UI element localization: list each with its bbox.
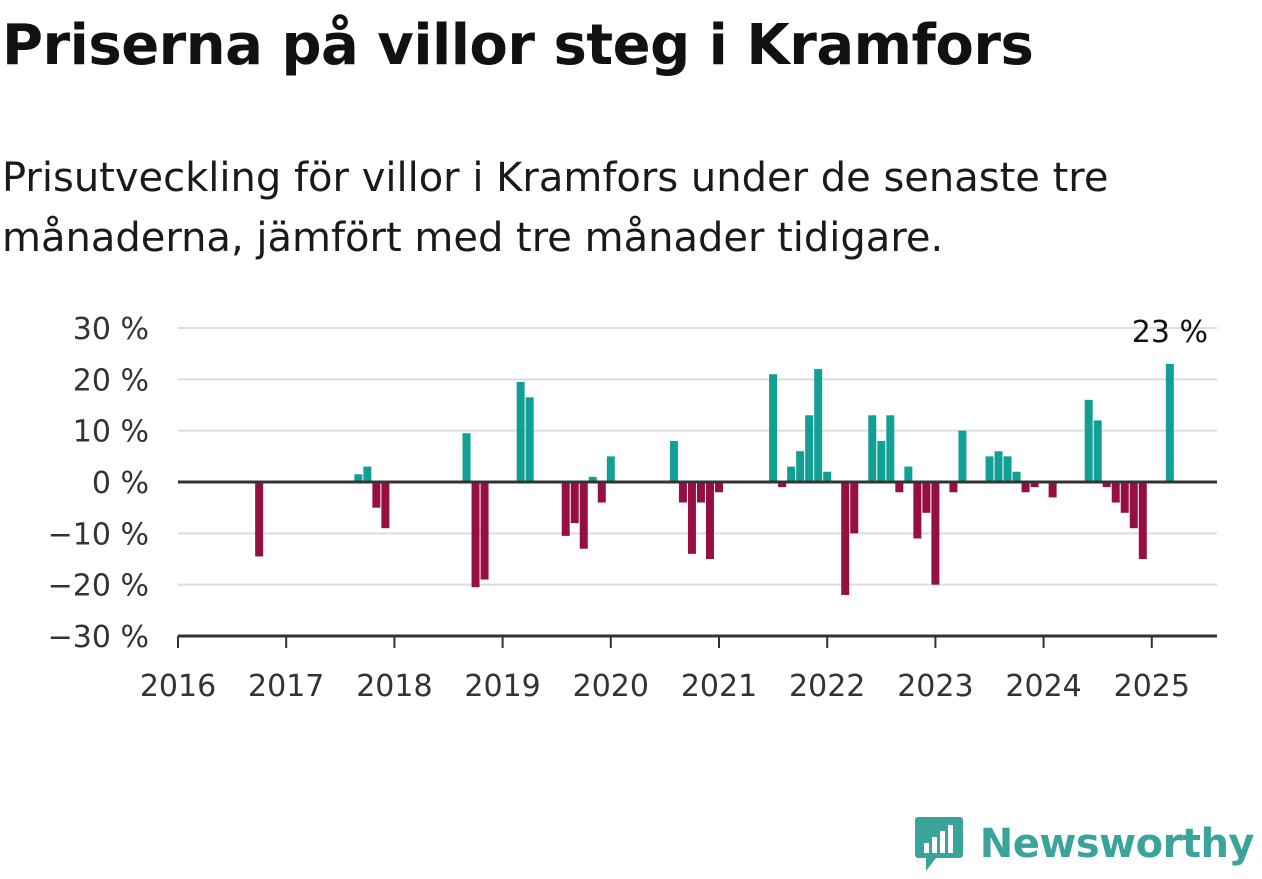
bar [994,451,1003,482]
bar [1111,482,1120,503]
bar [579,482,588,549]
bar [805,415,814,482]
bar [525,397,534,482]
bar [1084,399,1093,482]
y-tick-label: −20 % [48,569,149,604]
bar [606,456,615,482]
bar [669,440,678,482]
bar [462,433,471,482]
bar [958,430,967,482]
bar [868,415,877,482]
bar [570,482,579,524]
bar [696,482,705,503]
x-tick-label: 2019 [464,669,540,704]
bar [787,466,796,482]
chart-subtitle: Prisutveckling för villor i Kramfors und… [2,155,1109,261]
bar [678,482,687,503]
brand-name: Newsworthy [979,821,1255,867]
bar [597,482,606,503]
y-tick-label: −30 % [48,620,149,655]
brand-logo: Newsworthy [914,815,1255,873]
bars [255,363,1174,595]
value-annotation: 23 % [1132,315,1208,350]
bar [1138,482,1147,559]
bar [913,482,922,539]
bar [904,466,913,482]
bar [381,482,390,529]
axes [178,480,1217,638]
bar [850,482,859,534]
x-axis-ticks: 2016 2017 2018 2019 2020 2021 2022 2023 2024 2025 [140,636,1190,704]
y-tick-label: 30 % [73,312,149,347]
y-tick-label: 10 % [73,415,149,450]
bar [516,381,525,482]
bar [705,482,714,559]
bar [949,482,958,493]
bar [895,482,904,493]
bar [255,482,264,557]
bar [471,482,480,588]
y-tick-label: 20 % [73,363,149,398]
bar [823,471,832,482]
bar [1129,482,1138,529]
bar [588,476,597,482]
grid-lines [178,327,1217,586]
x-tick-label: 2016 [140,669,216,704]
bar [796,451,805,482]
bar [877,440,886,482]
chart-title: Priserna på villor steg i Kramfors [2,13,1034,78]
bar [841,482,850,595]
bar [769,374,778,482]
x-tick-label: 2021 [681,669,757,704]
bar [1012,471,1021,482]
y-tick-label: −10 % [48,517,149,552]
bar [931,482,940,585]
bar [1093,420,1102,482]
bar [1102,482,1111,488]
bar [1021,482,1030,493]
x-tick-label: 2023 [897,669,973,704]
bar [814,369,823,482]
bar [480,482,489,580]
bar [1030,482,1039,488]
bar [1120,482,1129,513]
bar [687,482,696,554]
x-tick-label: 2024 [1005,669,1081,704]
bar-chart: 30 %20 %10 %0 %−10 %−20 %−30 % 2016 2017 2… [48,312,1217,704]
bar [922,482,931,513]
bar [886,415,895,482]
x-tick-label: 2020 [573,669,649,704]
newsworthy-logo-icon [914,817,963,871]
x-tick-label: 2025 [1114,669,1190,704]
bar [372,482,381,508]
bar [354,474,363,482]
x-tick-label: 2018 [356,669,432,704]
y-tick-label: 0 % [92,466,149,501]
bar [1165,363,1174,482]
bar [1048,482,1057,498]
x-tick-label: 2017 [248,669,324,704]
bar [561,482,570,536]
bar [778,482,787,488]
bar [715,482,723,493]
x-tick-label: 2022 [789,669,865,704]
annotations: 23 % [1132,315,1208,350]
y-axis-ticks: 30 % 20 % 10 % 0 % −10 % −20 % −30 % [48,312,149,655]
bar [363,466,372,482]
bar [1003,456,1012,482]
bar [985,456,994,482]
